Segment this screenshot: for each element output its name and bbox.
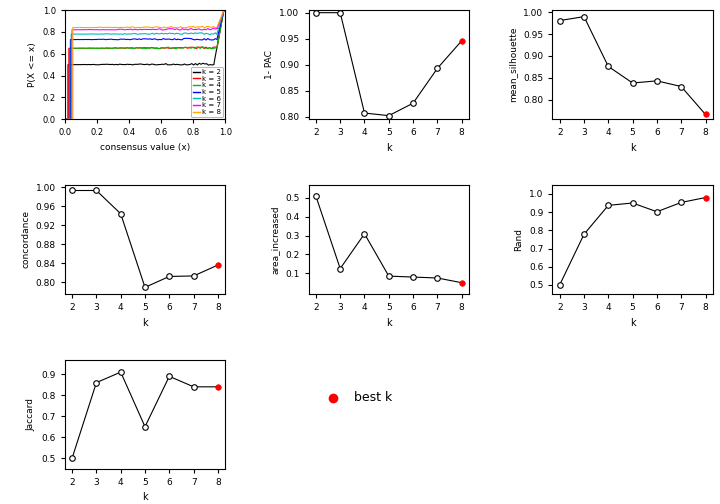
k = 3: [108, 45, 117, 51]
k = 4: [140, 45, 148, 51]
k = 4: [60, 116, 69, 122]
k = 7: [60, 116, 69, 122]
k = 7: [210, 25, 218, 31]
Line: k = 4: k = 4: [65, 10, 225, 119]
k = 2: [108, 61, 117, 68]
Y-axis label: P(X <= x): P(X <= x): [28, 42, 37, 87]
k = 5: [116, 36, 125, 42]
X-axis label: k: k: [142, 492, 148, 502]
k = 5: [109, 36, 117, 42]
Text: best k: best k: [354, 391, 392, 404]
Y-axis label: 1- PAC: 1- PAC: [265, 50, 274, 79]
k = 8: [210, 23, 218, 29]
k = 6: [111, 31, 120, 37]
k = 4: [88, 45, 96, 51]
k = 8: [142, 24, 150, 30]
k = 7: [117, 26, 126, 32]
X-axis label: k: k: [630, 143, 636, 153]
Y-axis label: concordance: concordance: [21, 210, 30, 269]
k = 8: [60, 116, 69, 122]
k = 6: [117, 31, 125, 37]
k = 8: [221, 7, 230, 13]
X-axis label: k: k: [386, 143, 392, 153]
k = 2: [138, 61, 146, 67]
k = 8: [91, 24, 99, 30]
k = 6: [141, 31, 150, 37]
k = 4: [116, 45, 125, 51]
k = 7: [141, 26, 150, 32]
k = 8: [112, 24, 121, 30]
Y-axis label: area_increased: area_increased: [271, 205, 279, 274]
Line: k = 6: k = 6: [65, 10, 225, 119]
k = 8: [111, 24, 120, 30]
X-axis label: k: k: [142, 318, 148, 328]
k = 3: [140, 44, 148, 50]
k = 3: [115, 45, 124, 51]
k = 6: [89, 31, 98, 37]
k = 2: [206, 61, 215, 68]
k = 3: [60, 116, 69, 122]
k = 6: [109, 31, 118, 37]
Line: k = 7: k = 7: [65, 10, 225, 119]
k = 4: [221, 7, 230, 13]
Line: k = 2: k = 2: [65, 10, 225, 119]
k = 2: [86, 61, 94, 68]
k = 7: [112, 27, 120, 33]
k = 5: [221, 7, 230, 13]
X-axis label: consensus value (x): consensus value (x): [100, 143, 190, 152]
k = 5: [209, 37, 217, 43]
k = 4: [110, 45, 119, 51]
k = 2: [221, 7, 230, 13]
k = 4: [108, 45, 117, 51]
k = 2: [114, 61, 122, 68]
k = 6: [60, 116, 69, 122]
k = 7: [110, 27, 119, 33]
k = 5: [111, 37, 120, 43]
k = 4: [209, 45, 217, 51]
Line: k = 5: k = 5: [65, 10, 225, 119]
Legend: k = 2, k = 3, k = 4, k = 5, k = 6, k = 7, k = 8: k = 2, k = 3, k = 4, k = 5, k = 6, k = 7…: [191, 67, 223, 117]
k = 6: [221, 7, 230, 13]
Y-axis label: mean_silhouette: mean_silhouette: [509, 27, 518, 102]
k = 3: [109, 45, 118, 51]
Y-axis label: Rand: Rand: [515, 228, 523, 251]
k = 3: [221, 7, 230, 13]
k = 8: [118, 25, 127, 31]
k = 7: [221, 7, 230, 13]
k = 7: [90, 27, 99, 33]
k = 3: [209, 44, 217, 50]
Y-axis label: Jaccard: Jaccard: [27, 398, 36, 430]
X-axis label: k: k: [630, 318, 636, 328]
k = 2: [60, 116, 69, 122]
Line: k = 8: k = 8: [65, 10, 225, 119]
k = 5: [140, 36, 149, 42]
X-axis label: k: k: [386, 318, 392, 328]
k = 2: [106, 61, 114, 68]
k = 3: [87, 45, 96, 51]
Line: k = 3: k = 3: [65, 10, 225, 119]
k = 5: [89, 37, 97, 43]
k = 5: [60, 116, 69, 122]
k = 6: [210, 31, 218, 37]
